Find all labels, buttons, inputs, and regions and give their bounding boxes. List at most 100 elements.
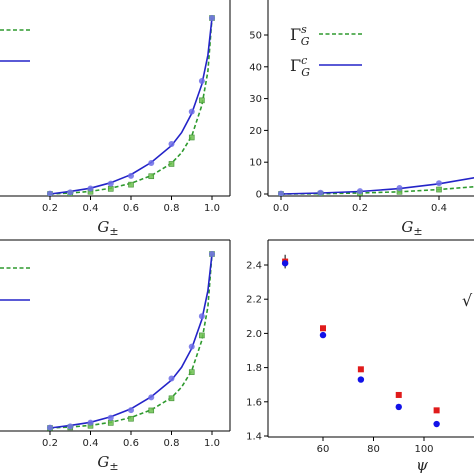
x-tick-label: 0.0 <box>273 203 289 214</box>
y-tick-label: 40 <box>249 62 262 73</box>
data-point-circle <box>436 180 442 187</box>
plot-area <box>281 254 440 428</box>
panel-1: 0.2 0.4 0.6 0.8 1.0 G± <box>0 0 231 238</box>
data-point-circle <box>107 180 114 187</box>
data-point-square <box>148 407 155 414</box>
data-point-square <box>199 332 205 339</box>
data-point-square <box>107 420 114 426</box>
data-point-circle <box>396 184 403 191</box>
data-point-square <box>168 161 175 167</box>
data-point-circle <box>148 159 155 166</box>
data-point-circle <box>198 313 205 320</box>
data-point-circle <box>209 251 215 257</box>
data-point-circle <box>357 376 365 383</box>
data-point-circle <box>433 420 440 428</box>
x-tick-label: 0.6 <box>123 438 139 449</box>
data-point-circle <box>67 189 74 196</box>
series-line-dashed <box>49 17 213 195</box>
data-point-circle <box>168 375 175 382</box>
y-tick-label: 30 <box>249 94 262 105</box>
annotation: √ <box>462 291 473 310</box>
x-tick-label: 80 <box>367 444 380 455</box>
data-point-square <box>107 186 114 192</box>
x-tick-label: 60 <box>317 444 330 455</box>
y-tick-label: 20 <box>249 126 262 137</box>
y-tick-label: 1.6 <box>246 397 262 408</box>
data-point-circle <box>128 407 134 414</box>
data-point-square <box>433 407 440 414</box>
panel-4: 60 80 100 1.4 1.6 1.8 2.0 2.2 2.4 ψ √ <box>246 239 474 474</box>
x-tick-label: 0.8 <box>164 438 180 449</box>
x-tick-label: 0.4 <box>83 203 99 214</box>
plot-area <box>47 15 215 196</box>
data-point-square <box>357 366 364 373</box>
legend-label-sub: G <box>301 35 310 48</box>
data-point-circle <box>357 188 363 195</box>
data-point-circle <box>395 403 402 411</box>
data-point-circle <box>319 331 327 339</box>
data-point-circle <box>128 172 134 179</box>
panel-3: 0.2 0.4 0.6 0.8 1.0 G± <box>0 239 231 473</box>
data-point-circle <box>168 140 175 147</box>
x-axis-label: ψ <box>416 456 428 474</box>
x-tick-label: 100 <box>414 444 433 455</box>
data-point-square <box>148 173 155 180</box>
series-line-dashed <box>49 253 213 429</box>
x-tick-label: 0.6 <box>123 203 139 214</box>
legend-label-sup: c <box>301 54 307 67</box>
data-point-square <box>188 369 195 375</box>
y-tick-label: 2.4 <box>246 261 262 272</box>
x-tick-label: 0.2 <box>42 438 58 449</box>
data-point-circle <box>47 190 53 196</box>
x-tick-label: 0.4 <box>83 438 99 449</box>
legend-label-sub: G <box>301 66 310 79</box>
data-point-circle <box>148 394 155 401</box>
x-tick-label: 0.2 <box>352 203 368 214</box>
data-point-circle <box>188 108 195 115</box>
data-point-circle <box>87 419 94 426</box>
data-point-circle <box>198 77 205 84</box>
legend-label-sup: s <box>301 23 307 36</box>
series-line-solid <box>49 17 213 195</box>
data-point-circle <box>188 343 195 350</box>
x-tick-label: 1.0 <box>204 438 220 449</box>
data-point-square <box>199 97 205 104</box>
legend-label: Γs G <box>290 23 310 48</box>
y-tick-label: 1.4 <box>246 432 262 443</box>
data-point-circle <box>107 414 114 421</box>
x-axis-label: G± <box>97 453 118 473</box>
data-point-circle <box>278 190 284 196</box>
x-axis-label-sub: ± <box>109 460 118 473</box>
x-tick-label: 1.0 <box>204 203 220 214</box>
data-point-square <box>128 415 134 422</box>
series-line-solid <box>280 177 474 195</box>
data-point-square <box>188 134 195 141</box>
data-point-square <box>320 325 326 332</box>
data-point-circle <box>209 15 215 21</box>
data-point-circle <box>47 424 53 431</box>
legend-label: Γc G <box>290 54 310 79</box>
y-tick-label: 1.8 <box>246 363 262 374</box>
x-axis-label-sub: ± <box>109 225 118 238</box>
x-axis-label: G± <box>97 218 118 238</box>
data-point-square <box>395 391 402 398</box>
data-point-square <box>436 186 442 193</box>
x-axis-label-sub: ± <box>413 225 422 238</box>
x-axis-label: G± <box>401 218 422 238</box>
y-tick-label: 10 <box>249 158 262 169</box>
plot-area <box>47 251 215 431</box>
y-tick-label: 50 <box>249 31 262 42</box>
data-point-circle <box>67 423 74 430</box>
plot-area <box>278 177 474 196</box>
data-point-circle <box>87 185 94 192</box>
y-tick-label: 0 <box>256 190 262 201</box>
data-point-square <box>168 395 175 402</box>
x-tick-label: 0.8 <box>164 203 180 214</box>
y-tick-label: 2.0 <box>246 329 262 340</box>
x-tick-label: 0.2 <box>42 203 58 214</box>
data-point-circle <box>317 189 324 196</box>
data-point-square <box>128 181 134 188</box>
y-tick-label: 2.2 <box>246 295 262 306</box>
